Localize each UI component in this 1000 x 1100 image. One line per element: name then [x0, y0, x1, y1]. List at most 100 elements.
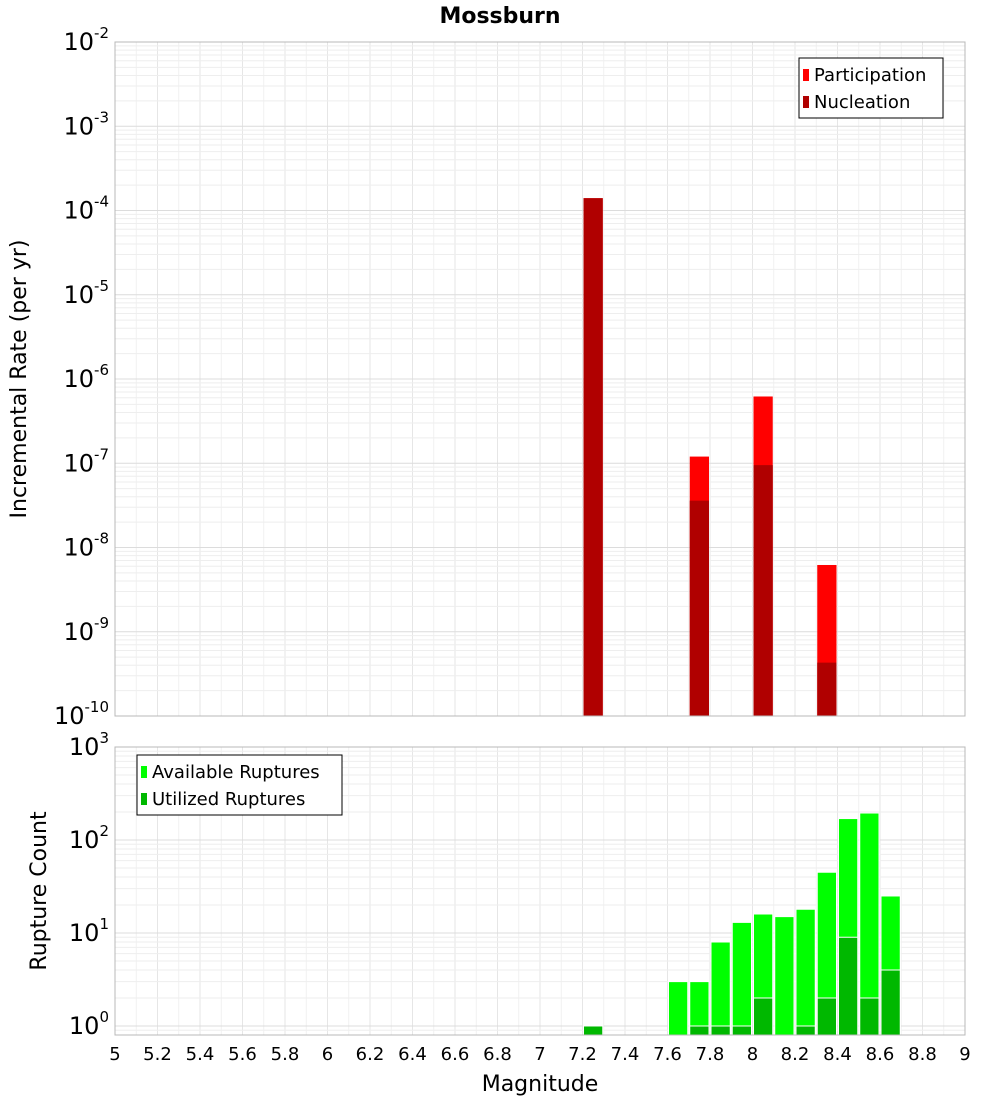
y-tick-exponent: -9: [94, 614, 109, 632]
x-tick-label: 5.8: [271, 1044, 300, 1065]
x-tick-label: 8.4: [823, 1044, 852, 1065]
x-tick-label: 6.4: [398, 1044, 427, 1065]
bar: [753, 997, 774, 1036]
y-tick-base: 10: [63, 449, 94, 477]
y-tick-exponent: -7: [94, 445, 109, 463]
x-tick-label: 8.2: [781, 1044, 810, 1065]
y-tick-label: 103: [69, 729, 109, 761]
y-tick-base: 10: [63, 618, 94, 646]
legend-label: Utilized Ruptures: [152, 789, 305, 810]
y-tick-exponent: 2: [99, 822, 109, 840]
bar: [795, 908, 816, 1036]
legend-1: Participation Nucleation: [798, 57, 944, 119]
bar: [668, 981, 689, 1036]
x-axis-label: Magnitude: [482, 1072, 599, 1097]
y-tick-label: 101: [69, 915, 109, 947]
y-axis-label: Incremental Rate (per yr): [7, 240, 32, 519]
y-tick-exponent: -5: [94, 277, 109, 295]
bar: [710, 941, 731, 1036]
plot-border-1: [114, 41, 966, 717]
legend-label: Available Ruptures: [152, 762, 320, 783]
x-tick-label: 8.8: [908, 1044, 937, 1065]
legend-swatch: [141, 766, 147, 778]
legend-box: [136, 754, 343, 816]
y-tick-label: 10-3: [63, 108, 109, 140]
y-tick-base: 10: [69, 1012, 100, 1040]
bar: [817, 662, 837, 716]
bar: [710, 1025, 731, 1036]
legend-2: Available Ruptures Utilized Ruptures: [136, 754, 343, 816]
grid-panel-1: [114, 41, 966, 717]
y-tick-base: 10: [69, 733, 100, 761]
x-tick-label: 6: [322, 1044, 333, 1065]
x-tick-label: 7.6: [653, 1044, 682, 1065]
chart-title: Mossburn: [439, 4, 560, 29]
legend-label: Participation: [814, 65, 926, 86]
bar: [689, 1025, 710, 1036]
bar: [880, 969, 901, 1036]
x-tick-label: 5: [109, 1044, 120, 1065]
x-tick-label: 9: [959, 1044, 970, 1065]
x-tick-label: 7.2: [568, 1044, 597, 1065]
y-tick-exponent: -2: [94, 24, 109, 42]
y-tick-label: 10-7: [63, 445, 109, 477]
y-axis-label: Rupture Count: [27, 811, 52, 971]
bar: [838, 936, 859, 1036]
y-tick-base: 10: [63, 28, 94, 56]
bar: [795, 1025, 816, 1036]
bar: [816, 997, 837, 1036]
y-tick-label: 10-2: [63, 24, 109, 56]
bar: [753, 465, 773, 716]
y-tick-label: 102: [69, 822, 109, 854]
x-tick-label: 5.6: [228, 1044, 257, 1065]
y-tick-base: 10: [63, 112, 94, 140]
x-tick-label: 7: [534, 1044, 545, 1065]
y-tick-base: 10: [63, 534, 94, 562]
legend-swatch: [803, 96, 809, 108]
y-tick-label: 10-10: [54, 698, 109, 730]
bar: [774, 916, 795, 1036]
legend-swatch: [141, 793, 147, 805]
bar: [583, 1025, 604, 1036]
y-tick-base: 10: [63, 197, 94, 225]
x-tick-label: 6.8: [483, 1044, 512, 1065]
y-tick-exponent: -6: [94, 361, 109, 379]
y-tick-label: 10-9: [63, 614, 109, 646]
series-utilized-ruptures: [583, 936, 901, 1036]
y-tick-base: 10: [69, 919, 100, 947]
bar: [583, 198, 603, 716]
y-tick-label: 10-5: [63, 277, 109, 309]
y-tick-exponent: -10: [85, 698, 110, 716]
y-tick-exponent: -8: [94, 530, 109, 548]
y-tick-base: 10: [54, 702, 85, 730]
x-tick-label: 5.4: [186, 1044, 215, 1065]
y-tick-exponent: 0: [99, 1008, 109, 1026]
x-tick-label: 8.6: [866, 1044, 895, 1065]
plot-border-2: [114, 746, 966, 1036]
y-tick-exponent: 1: [99, 915, 109, 933]
series-nucleation: [583, 198, 837, 716]
bar: [859, 997, 880, 1036]
x-tick-label: 8: [747, 1044, 758, 1065]
y-tick-base: 10: [69, 826, 100, 854]
y-tick-label: 10-6: [63, 361, 109, 393]
bar: [731, 1025, 752, 1036]
bar: [731, 921, 752, 1036]
x-tick-label: 6.6: [441, 1044, 470, 1065]
y-tick-label: 10-8: [63, 530, 109, 562]
bar: [689, 500, 709, 716]
x-tick-label: 6.2: [356, 1044, 385, 1065]
y-tick-base: 10: [63, 365, 94, 393]
legend-label: Nucleation: [814, 92, 910, 113]
x-tick-label: 7.4: [611, 1044, 640, 1065]
y-tick-base: 10: [63, 281, 94, 309]
y-tick-exponent: -4: [94, 193, 109, 211]
y-tick-exponent: 3: [99, 729, 109, 747]
y-tick-exponent: -3: [94, 108, 109, 126]
y-tick-label: 10-4: [63, 193, 109, 225]
legend-swatch: [803, 69, 809, 81]
legend-box: [798, 57, 944, 119]
x-tick-label: 7.8: [696, 1044, 725, 1065]
